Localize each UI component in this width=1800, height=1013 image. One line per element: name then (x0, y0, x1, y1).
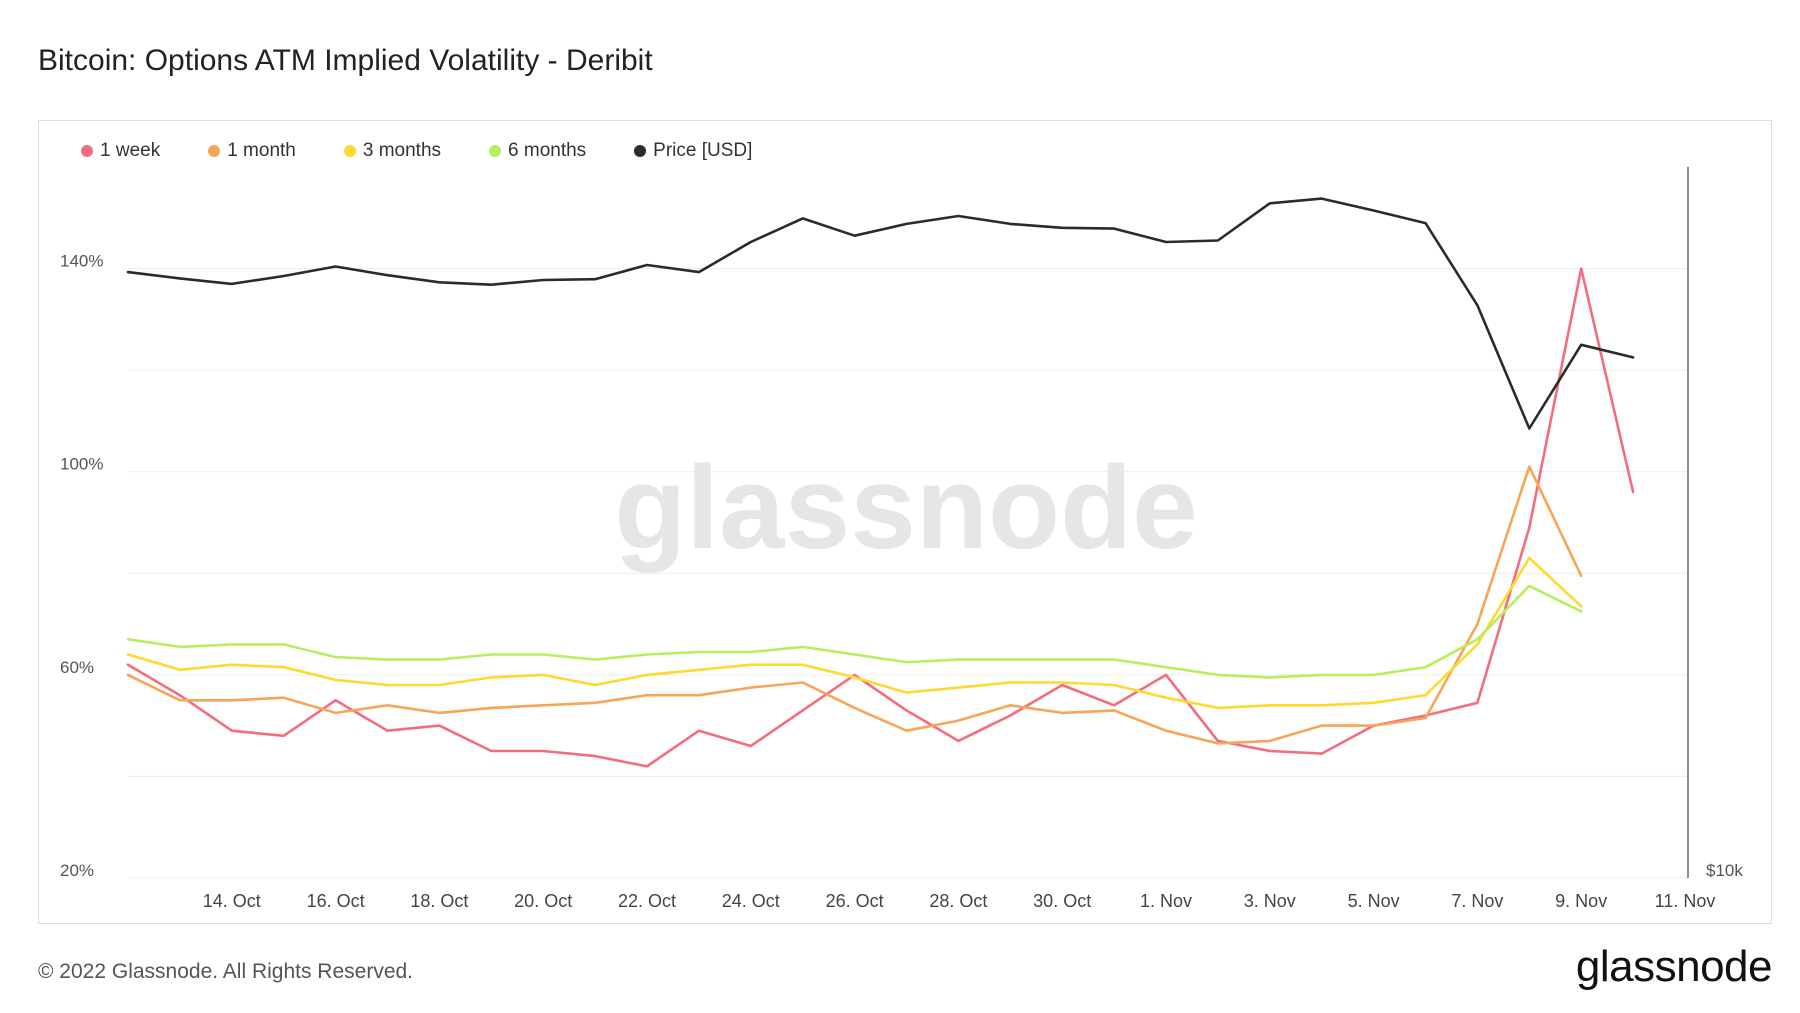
x-tick-label: 22. Oct (618, 891, 676, 911)
watermark: glassnode (614, 442, 1198, 574)
series-line-3-months (126, 556, 1583, 710)
x-tick-label: 16. Oct (307, 891, 365, 911)
legend-label: Price [USD] (653, 140, 753, 161)
legend-marker (489, 145, 502, 157)
y-tick-label: 20% (60, 861, 94, 880)
legend-label: 6 months (508, 140, 587, 161)
x-tick-label: 18. Oct (410, 891, 468, 911)
x-tick-label: 26. Oct (826, 891, 884, 911)
x-tick-label: 30. Oct (1033, 891, 1091, 911)
legend-marker (634, 145, 647, 157)
y-tick-label: 140% (60, 252, 103, 271)
x-tick-label: 20. Oct (514, 891, 572, 911)
y-tick-label: 60% (60, 658, 94, 677)
x-tick-label: 14. Oct (203, 891, 261, 911)
legend-label: 3 months (362, 140, 442, 161)
y-tick-label: 100% (60, 455, 103, 474)
x-tick-label: 3. Nov (1244, 891, 1296, 911)
brand-logo: glassnode (1575, 942, 1773, 991)
chart-frame: 1 week 1 month 3 months 6 months Price [USD] (38, 120, 1772, 924)
x-tick-label: 24. Oct (722, 891, 780, 911)
legend-marker (208, 145, 221, 157)
x-tick-label: 5. Nov (1348, 891, 1400, 911)
copyright-text: © 2022 Glassnode. All Rights Reserved. (38, 960, 414, 983)
legend-item[interactable]: 6 months (489, 140, 586, 162)
legend-item[interactable]: 3 months (343, 140, 442, 162)
legend-item[interactable]: 1 week (81, 140, 160, 162)
x-tick-label: 11. Nov (1655, 891, 1716, 911)
legend-marker (343, 145, 356, 157)
legend-item[interactable]: Price [USD] (634, 140, 752, 162)
legend: 1 week 1 month 3 months 6 months Price [USD] (81, 140, 800, 162)
legend-label: 1 month (227, 140, 296, 161)
x-tick-label: 7. Nov (1451, 891, 1503, 911)
legend-marker (81, 145, 93, 157)
series-line-1-month (126, 465, 1583, 745)
legend-label: 1 week (100, 140, 161, 161)
series-line-price-usd (126, 197, 1635, 430)
x-tick-label: 28. Oct (929, 891, 987, 911)
legend-item[interactable]: 1 month (208, 140, 296, 162)
x-tick-label: 9. Nov (1555, 891, 1607, 911)
y-right-tick-label: $10k (1706, 861, 1743, 880)
x-tick-label: 1. Nov (1140, 891, 1192, 911)
series-line-6-months (126, 584, 1583, 679)
chart-title: Bitcoin: Options ATM Implied Volatility … (38, 44, 653, 77)
